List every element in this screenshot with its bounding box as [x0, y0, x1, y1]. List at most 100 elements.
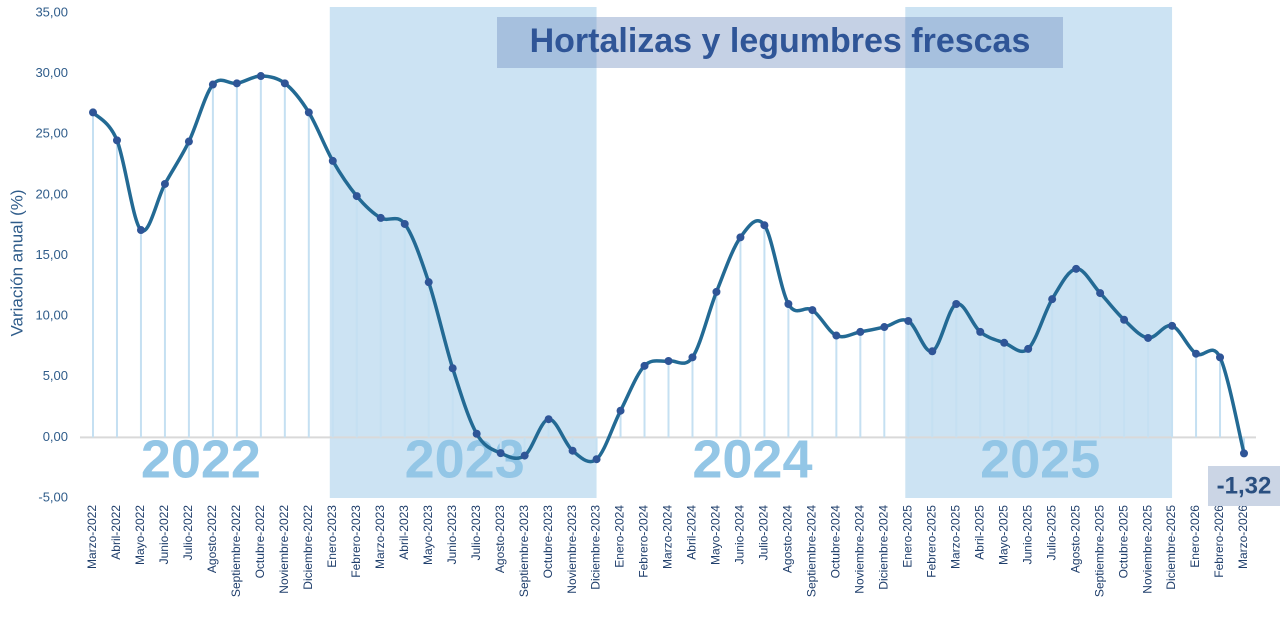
x-tick-label: Febrero-2023: [349, 505, 363, 578]
x-tick-label: Febrero-2024: [637, 505, 651, 578]
point: [808, 306, 817, 315]
point: [856, 327, 865, 336]
x-tick-label: Junio-2022: [157, 505, 171, 565]
point: [232, 79, 241, 88]
x-tick-label: Marzo-2026: [1236, 505, 1250, 569]
x-tick-label: Febrero-2026: [1212, 505, 1226, 578]
x-tick-label: Abril-2023: [397, 505, 411, 560]
x-tick-label: Julio-2024: [757, 505, 771, 561]
point: [496, 449, 505, 458]
point: [616, 406, 625, 415]
x-tick-label: Septiembre-2024: [805, 505, 819, 597]
x-tick-label: Noviembre-2024: [853, 505, 867, 594]
point: [976, 327, 985, 336]
x-tick-label: Junio-2023: [445, 505, 459, 565]
y-tick-label: 15,00: [35, 247, 68, 262]
x-tick-label: Marzo-2023: [373, 505, 387, 569]
year-label: 2023: [405, 429, 525, 489]
x-tick-label: Diciembre-2023: [589, 505, 603, 590]
year-label: 2022: [141, 429, 261, 489]
y-tick-label: 0,00: [43, 429, 68, 444]
x-tick-label: Octubre-2022: [253, 505, 267, 579]
x-tick-label: Febrero-2025: [924, 505, 938, 578]
x-tick-label: Mayo-2025: [996, 505, 1010, 565]
y-tick-label: 35,00: [35, 4, 68, 19]
x-tick-label: Abril-2025: [972, 505, 986, 560]
x-tick-label: Abril-2024: [685, 505, 699, 560]
point: [1240, 449, 1248, 458]
y-tick-label: 5,00: [43, 368, 68, 383]
x-tick-label: Mayo-2022: [133, 505, 147, 565]
x-tick-label: Mayo-2023: [421, 505, 435, 565]
point: [1120, 315, 1129, 324]
point: [280, 79, 289, 88]
y-tick-label: 10,00: [35, 308, 68, 323]
x-tick-label: Agosto-2025: [1068, 505, 1082, 573]
point: [448, 364, 457, 373]
x-tick-label: Agosto-2022: [205, 505, 219, 573]
x-tick-label: Junio-2025: [1020, 505, 1034, 565]
point: [928, 347, 937, 356]
point: [592, 455, 601, 464]
x-tick-label: Noviembre-2025: [1140, 505, 1154, 594]
chart-title: Hortalizas y legumbres frescas: [530, 22, 1031, 60]
point: [400, 219, 409, 228]
y-tick-label: 20,00: [35, 186, 68, 201]
x-tick-label: Enero-2024: [613, 505, 627, 568]
point: [89, 108, 97, 117]
point: [736, 233, 745, 242]
x-tick-label: Mayo-2024: [709, 505, 723, 565]
x-tick-label: Marzo-2025: [948, 505, 962, 569]
x-tick-label: Enero-2025: [900, 505, 914, 568]
value-label-box: [1208, 466, 1280, 506]
point: [1024, 344, 1033, 353]
point: [520, 451, 529, 460]
x-tick-label: Agosto-2024: [781, 505, 795, 573]
point: [424, 278, 433, 287]
point: [952, 300, 961, 308]
x-tick-label: Noviembre-2022: [277, 505, 291, 594]
point: [760, 221, 769, 230]
year-band: [905, 7, 1173, 498]
point: [1144, 333, 1153, 342]
x-tick-label: Enero-2026: [1188, 505, 1202, 568]
point: [184, 137, 193, 146]
x-tick-label: Noviembre-2023: [565, 505, 579, 594]
point: [640, 361, 649, 370]
value-label: -1,32: [1217, 472, 1272, 499]
x-tick-label: Diciembre-2024: [876, 505, 890, 590]
x-tick-label: Septiembre-2023: [517, 505, 531, 597]
x-tick-label: Octubre-2025: [1116, 505, 1130, 579]
point: [832, 331, 841, 340]
point: [136, 226, 145, 235]
point: [376, 213, 385, 222]
point: [544, 415, 553, 424]
point: [880, 323, 889, 332]
x-tick-label: Diciembre-2022: [301, 505, 315, 590]
point: [688, 353, 697, 362]
x-tick-label: Agosto-2023: [493, 505, 507, 573]
x-tick-label: Julio-2022: [181, 505, 195, 561]
point: [304, 108, 313, 117]
point: [1072, 264, 1081, 273]
x-tick-label: Octubre-2023: [541, 505, 555, 579]
y-tick-label: 25,00: [35, 126, 68, 141]
point: [112, 136, 121, 145]
point: [160, 179, 169, 188]
point: [784, 300, 793, 308]
year-band: [329, 7, 597, 498]
point: [568, 446, 577, 455]
y-axis-title: Variación anual (%): [7, 189, 26, 336]
year-label: 2024: [692, 429, 812, 489]
x-tick-label: Septiembre-2022: [229, 505, 243, 597]
point: [904, 316, 913, 325]
year-label: 2025: [980, 429, 1100, 489]
point: [208, 80, 217, 89]
x-tick-label: Diciembre-2025: [1164, 505, 1178, 590]
title-box: [497, 17, 1063, 68]
point: [1168, 321, 1177, 330]
point: [712, 287, 721, 296]
point: [1000, 338, 1009, 347]
x-tick-label: Septiembre-2025: [1092, 505, 1106, 597]
